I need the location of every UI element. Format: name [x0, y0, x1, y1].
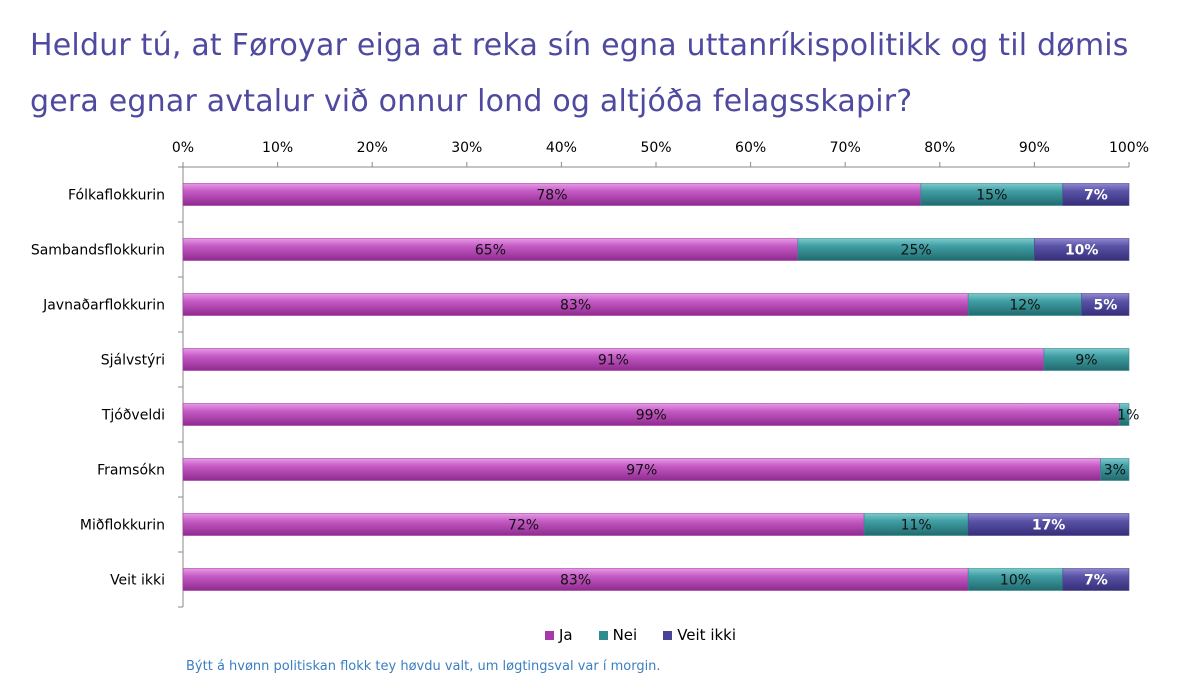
category-label-framsokn: Framsókn [97, 463, 165, 479]
bar-veit-ikki-veit-ikki [1062, 568, 1130, 591]
legend-label-ja: Ja [558, 626, 573, 644]
chart-title: Heldur tú, at Føroyar eiga at reka sín e… [30, 28, 1129, 119]
legend-swatch-nei [598, 630, 608, 640]
legend-swatch-ja [544, 630, 554, 640]
legend-label-nei: Nei [612, 626, 638, 644]
legend-label-veit-ikki: Veit ikki [677, 626, 737, 644]
footnote: Býtt á hvønn politiskan flokk tey høvdu … [186, 659, 661, 674]
category-label-tjodveldi: Tjóðveldi [101, 408, 165, 424]
bar-veit-ikki-sambandsflokkurin [1034, 238, 1130, 261]
category-label-veit-ikki: Veit ikki [110, 573, 165, 589]
bar-veit-ikki-javnadarflokkurin [1081, 293, 1130, 316]
x-tick-label: 40% [546, 140, 577, 156]
x-tick-label: 10% [262, 140, 293, 156]
bar-veit-ikki-folkaflokkurin [1062, 183, 1130, 206]
data-label-nei-javnadarflokkurin: 12% [1009, 298, 1040, 314]
data-label-ja-framsokn: 97% [626, 463, 657, 479]
data-label-nei-midflokkurin: 11% [901, 518, 932, 534]
data-label-nei-sambandsflokkurin: 25% [901, 243, 932, 259]
data-label-veit-ikki-folkaflokkurin: 7% [1084, 188, 1108, 204]
data-label-veit-ikki-javnadarflokkurin: 5% [1093, 298, 1117, 314]
data-label-nei-folkaflokkurin: 15% [976, 188, 1007, 204]
legend: Ja Nei Veit ikki [0, 624, 1191, 646]
legend-item-veit-ikki: Veit ikki [663, 626, 736, 644]
x-tick-label: 70% [830, 140, 861, 156]
x-tick-label: 60% [735, 140, 766, 156]
category-label-sambandsflokkurin: Sambandsflokkurin [31, 243, 165, 259]
data-label-ja-tjodveldi: 99% [636, 408, 667, 424]
bar-nei-tjodveldi [1119, 403, 1130, 426]
data-label-ja-sambandsflokkurin: 65% [475, 243, 506, 259]
legend-item-nei: Nei [598, 626, 638, 644]
legend-item-ja: Ja [544, 626, 573, 644]
data-label-nei-tjodveldi: 1% [1117, 408, 1139, 424]
data-label-ja-veit-ikki: 83% [560, 573, 591, 589]
category-label-sjalvstyri: Sjálvstýri [101, 353, 165, 369]
data-label-ja-javnadarflokkurin: 83% [560, 298, 591, 314]
x-tick-label: 100% [1109, 140, 1149, 156]
data-label-nei-framsokn: 3% [1104, 463, 1126, 479]
x-tick-label: 50% [640, 140, 671, 156]
bar-veit-ikki-midflokkurin [967, 513, 1130, 536]
x-tick-label: 20% [357, 140, 388, 156]
data-label-ja-folkaflokkurin: 78% [536, 188, 567, 204]
data-label-ja-sjalvstyri: 91% [598, 353, 629, 369]
x-tick-label: 30% [451, 140, 482, 156]
x-tick-label: 0% [172, 140, 194, 156]
data-label-veit-ikki-midflokkurin: 17% [1032, 518, 1066, 534]
data-label-veit-ikki-veit-ikki: 7% [1084, 573, 1108, 589]
data-label-veit-ikki-sambandsflokkurin: 10% [1065, 243, 1099, 259]
bar-nei-sjalvstyri [1043, 348, 1130, 371]
bar-nei-framsokn [1100, 458, 1130, 481]
data-label-nei-sjalvstyri: 9% [1075, 353, 1097, 369]
legend-swatch-veit-ikki [663, 630, 673, 640]
x-tick-label: 90% [1019, 140, 1050, 156]
category-label-midflokkurin: Miðflokkurin [80, 518, 165, 534]
data-label-nei-veit-ikki: 10% [1000, 573, 1031, 589]
data-label-ja-midflokkurin: 72% [508, 518, 539, 534]
category-label-folkaflokkurin: Fólkaflokkurin [68, 188, 165, 204]
category-label-javnadarflokkurin: Javnaðarflokkurin [42, 298, 165, 314]
x-tick-label: 80% [924, 140, 955, 156]
